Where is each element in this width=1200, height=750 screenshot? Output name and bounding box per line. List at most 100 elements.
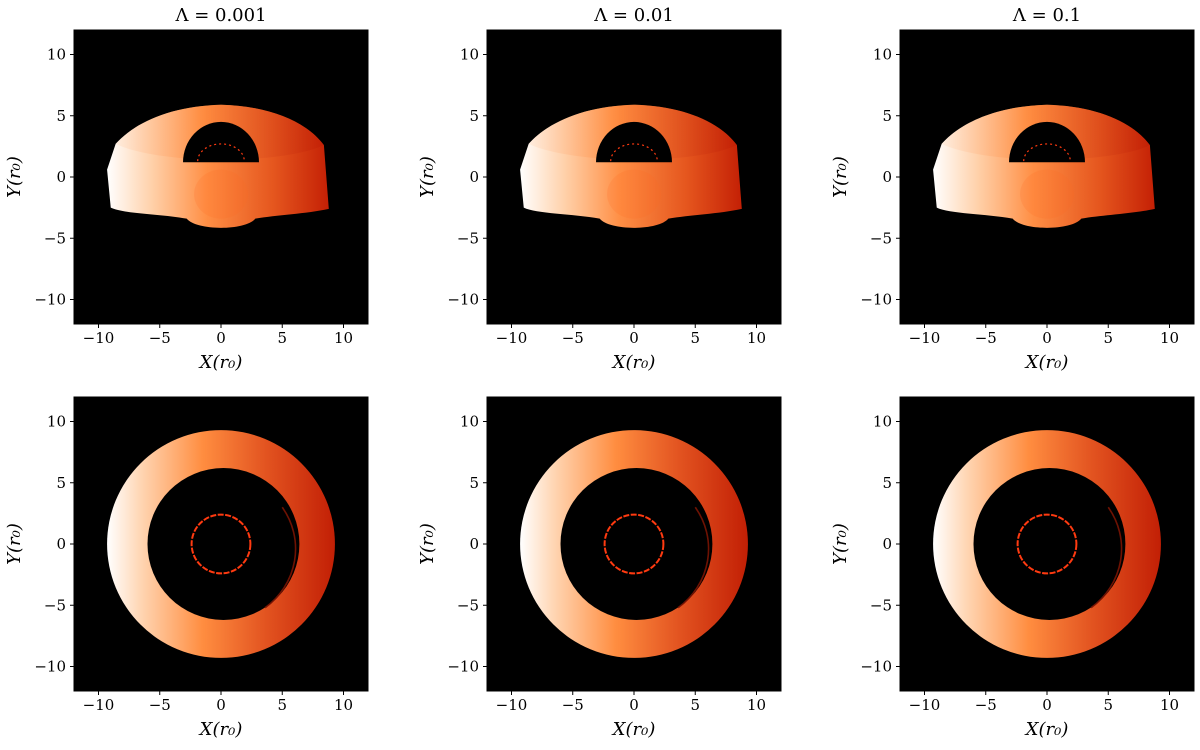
- shadow-region: [183, 121, 259, 163]
- photon-ring: [1016, 513, 1078, 575]
- x-tick-label: −10: [83, 329, 115, 347]
- x-tick-label: −10: [83, 696, 115, 714]
- y-tick-label: −5: [870, 229, 892, 247]
- y-tick-label: 5: [469, 474, 479, 492]
- x-tick-label: 0: [216, 329, 226, 347]
- x-tick-label: −5: [149, 329, 171, 347]
- x-axis-label: X(r₀): [611, 352, 656, 373]
- y-tick-label: 10: [873, 46, 892, 64]
- x-axis-label: X(r₀): [611, 719, 656, 740]
- shadow-region: [596, 121, 672, 163]
- inner-hole: [973, 468, 1126, 620]
- lensed-bottom-glow: [607, 169, 661, 219]
- face-on-ring-image: [520, 430, 748, 658]
- inclined-disk-image: [933, 104, 1155, 228]
- y-tick-label: −5: [457, 229, 479, 247]
- panel-r2-c1: −10 −10 −5 −5 0 0 5 5 10 10 X(r₀) Y(r₀): [4, 396, 369, 740]
- secondary-edge: [1090, 506, 1123, 609]
- x-tick-label: 5: [1103, 329, 1113, 347]
- y-tick-label: 10: [460, 413, 479, 431]
- x-tick-label: 0: [1042, 696, 1052, 714]
- column-title: Λ = 0.1: [1012, 5, 1081, 26]
- inner-hole: [560, 468, 713, 620]
- photon-ring: [610, 143, 658, 162]
- y-tick-label: 5: [882, 474, 892, 492]
- y-tick-label: 5: [882, 107, 892, 125]
- shadow-region: [1009, 121, 1085, 163]
- y-tick-label: −5: [870, 596, 892, 614]
- y-tick-label: 5: [56, 474, 66, 492]
- y-tick-label: −10: [34, 291, 66, 309]
- panel-frame: [73, 396, 369, 692]
- panel-r1-c1: −10 −10 −5 −5 0 0 5 5 10 10 X(r₀) Y(r₀) Λ = 0.001: [4, 5, 369, 373]
- x-axis-label: X(r₀): [1024, 352, 1069, 373]
- secondary-edge: [264, 506, 297, 609]
- x-tick-label: 0: [629, 696, 639, 714]
- photon-ring: [197, 143, 245, 162]
- x-tick-label: 5: [277, 329, 287, 347]
- face-on-ring-image: [107, 430, 335, 658]
- y-tick-label: 0: [56, 168, 66, 186]
- x-axis-label: X(r₀): [1024, 719, 1069, 740]
- panel-frame: [486, 29, 782, 325]
- y-tick-label: 0: [469, 168, 479, 186]
- y-tick-label: 0: [469, 535, 479, 553]
- y-axis-label: Y(r₀): [417, 156, 438, 198]
- y-tick-label: 10: [47, 413, 66, 431]
- x-tick-label: −10: [909, 329, 941, 347]
- x-tick-label: 5: [1103, 696, 1113, 714]
- lensed-bottom-glow: [1020, 169, 1074, 219]
- panel-r2-c3: −10 −10 −5 −5 0 0 5 5 10 10 X(r₀) Y(r₀): [830, 396, 1195, 740]
- panel-r1-c3: −10 −10 −5 −5 0 0 5 5 10 10 X(r₀) Y(r₀) Λ = 0.1: [830, 5, 1195, 373]
- x-tick-label: −10: [496, 329, 528, 347]
- x-tick-label: 10: [747, 329, 766, 347]
- y-tick-label: 0: [882, 535, 892, 553]
- y-tick-label: −5: [457, 596, 479, 614]
- photon-ring: [603, 513, 665, 575]
- y-tick-label: −10: [447, 291, 479, 309]
- x-tick-label: 10: [1160, 329, 1179, 347]
- panel-frame: [899, 396, 1195, 692]
- y-tick-label: 10: [47, 46, 66, 64]
- x-tick-label: 0: [1042, 329, 1052, 347]
- x-tick-label: 10: [334, 329, 353, 347]
- photon-ring: [1023, 143, 1071, 162]
- x-tick-label: 5: [690, 696, 700, 714]
- panel-frame: [73, 29, 369, 325]
- secondary-edge: [677, 506, 710, 609]
- y-tick-label: 10: [460, 46, 479, 64]
- y-axis-label: Y(r₀): [4, 156, 25, 198]
- y-axis-label: Y(r₀): [417, 523, 438, 565]
- y-tick-label: −10: [447, 658, 479, 676]
- panel-r2-c2: −10 −10 −5 −5 0 0 5 5 10 10 X(r₀) Y(r₀): [417, 396, 782, 740]
- panel-r1-c2: −10 −10 −5 −5 0 0 5 5 10 10 X(r₀) Y(r₀) Λ = 0.01: [417, 5, 782, 373]
- panel-frame: [899, 29, 1195, 325]
- x-tick-label: 0: [216, 696, 226, 714]
- inner-hole: [147, 468, 300, 620]
- inclined-disk-image: [520, 104, 742, 228]
- lensed-bottom-glow: [194, 169, 248, 219]
- y-tick-label: 0: [56, 535, 66, 553]
- y-tick-label: −5: [44, 596, 66, 614]
- x-axis-label: X(r₀): [198, 719, 243, 740]
- x-tick-label: −10: [909, 696, 941, 714]
- y-tick-label: −10: [860, 658, 892, 676]
- x-tick-label: −10: [496, 696, 528, 714]
- x-tick-label: 10: [747, 696, 766, 714]
- x-tick-label: 10: [334, 696, 353, 714]
- x-tick-label: 5: [690, 329, 700, 347]
- y-tick-label: 5: [56, 107, 66, 125]
- x-tick-label: −5: [562, 329, 584, 347]
- y-tick-label: 0: [882, 168, 892, 186]
- y-tick-label: −10: [860, 291, 892, 309]
- face-on-ring-image: [933, 430, 1161, 658]
- x-tick-label: −5: [975, 329, 997, 347]
- y-axis-label: Y(r₀): [4, 523, 25, 565]
- x-tick-label: −5: [149, 696, 171, 714]
- photon-ring: [190, 513, 252, 575]
- x-tick-label: 5: [277, 696, 287, 714]
- column-title: Λ = 0.01: [593, 5, 674, 26]
- y-axis-label: Y(r₀): [830, 523, 851, 565]
- x-tick-label: 0: [629, 329, 639, 347]
- column-title: Λ = 0.001: [174, 5, 266, 26]
